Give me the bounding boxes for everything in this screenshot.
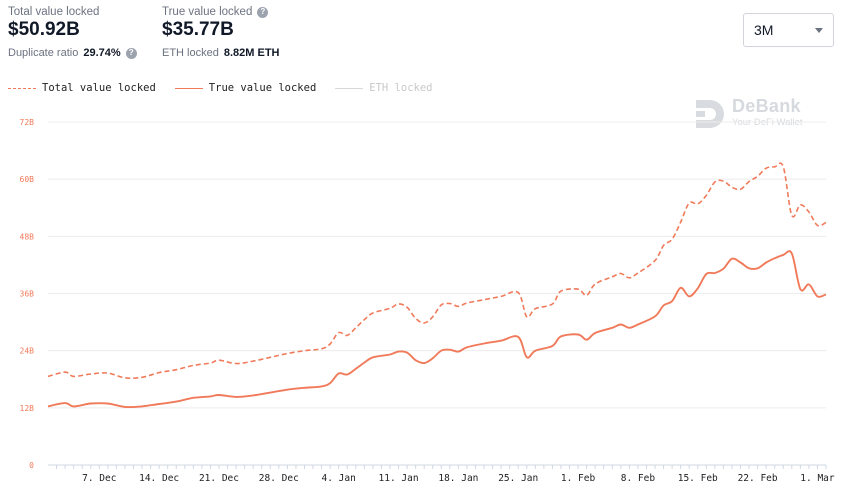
legend-item-eth-locked[interactable]: ETH locked [335, 82, 432, 94]
legend-label: True value locked [208, 82, 317, 94]
info-icon[interactable]: ? [125, 47, 137, 59]
dashed-line-icon [8, 87, 36, 89]
x-tick-label: 8. Feb [621, 473, 656, 484]
solid-line-icon [174, 87, 203, 89]
solid-line-icon [335, 87, 364, 89]
legend-label: Total value locked [42, 82, 156, 94]
y-tick-label: 0 [29, 461, 34, 470]
total-value-locked-stat: Total value locked $50.92B Duplicate rat… [8, 5, 137, 60]
total-value-locked-value: $50.92B [8, 19, 80, 40]
legend-label: ETH locked [369, 82, 433, 94]
y-tick-label: 24B [20, 347, 35, 356]
y-tick-label: 48B [20, 232, 35, 241]
x-tick-label: 1. Mar [800, 473, 835, 484]
true-value-locked-label-row: True value locked ? [162, 5, 280, 19]
duplicate-ratio-label: Duplicate ratio [8, 47, 79, 59]
watermark-name: DeBank [732, 95, 801, 116]
y-tick-label: 36B [20, 290, 35, 299]
x-tick-label: 4. Jan [322, 473, 356, 484]
duplicate-ratio-row: Duplicate ratio 29.74% ? [8, 46, 137, 60]
x-tick-label: 28. Dec [259, 473, 299, 484]
y-tick-label: 60B [20, 175, 35, 184]
time-range-value: 3M [754, 22, 774, 38]
x-tick-label: 25. Jan [498, 473, 538, 484]
x-tick-label: 11. Jan [379, 473, 419, 484]
legend-item-total-value-locked[interactable]: Total value locked [8, 82, 156, 94]
debank-logo-icon [696, 100, 724, 128]
y-tick-label: 12B [20, 404, 35, 413]
chevron-down-icon [815, 27, 823, 33]
x-tick-label: 22. Feb [738, 473, 778, 484]
true-value-locked-line [47, 250, 827, 409]
total-value-locked-line [47, 162, 827, 379]
x-tick-label: 14. Dec [139, 473, 179, 484]
true-value-locked-label: True value locked [162, 6, 253, 18]
true-value-locked-value: $35.77B [162, 19, 234, 40]
x-tick-label: 18. Jan [438, 473, 478, 484]
true-value-locked-stat: True value locked ? $35.77B ETH locked 8… [162, 5, 280, 60]
x-tick-label: 21. Dec [199, 473, 239, 484]
total-value-locked-label: Total value locked [8, 6, 100, 18]
eth-locked-row: ETH locked 8.82M ETH [162, 46, 280, 60]
x-tick-label: 15. Feb [678, 473, 718, 484]
duplicate-ratio-value: 29.74% [83, 47, 121, 59]
legend-item-true-value-locked[interactable]: True value locked [174, 82, 317, 94]
time-range-select[interactable]: 3M [743, 13, 834, 47]
eth-locked-value: 8.82M ETH [223, 47, 280, 59]
y-tick-label: 72B [20, 118, 35, 127]
x-tick-label: 7. Dec [82, 473, 116, 484]
info-icon[interactable]: ? [257, 6, 269, 18]
chart-legend: Total value locked True value locked ETH… [8, 82, 451, 94]
x-tick-label: 1. Feb [561, 473, 596, 484]
eth-locked-label: ETH locked [162, 47, 219, 59]
